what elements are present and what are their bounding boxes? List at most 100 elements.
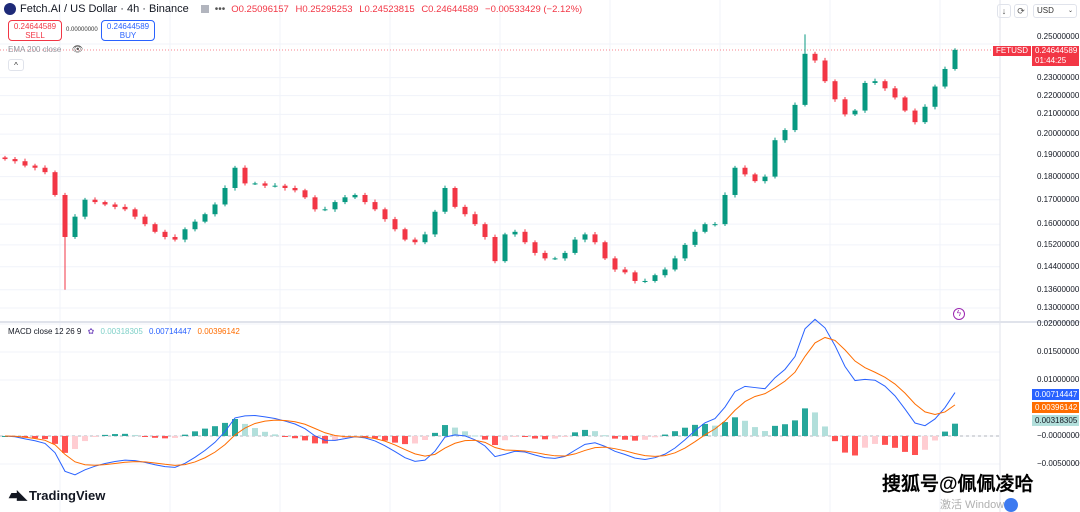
- macd-histogram-bar: [872, 436, 878, 444]
- price-axis-label: 0.14400000: [1037, 261, 1080, 271]
- macd-histogram-bar: [852, 436, 858, 456]
- macd-histogram-bar: [102, 434, 108, 436]
- macd-settings-icon[interactable]: ✿: [87, 327, 95, 336]
- macd-histogram-bar: [652, 436, 658, 438]
- price-axis-label: 0.19000000: [1037, 149, 1080, 159]
- macd-histogram-bar: [132, 434, 138, 436]
- price-axis-label: 0.23000000: [1037, 72, 1080, 82]
- macd-histogram-bar: [372, 436, 378, 439]
- candle-body: [622, 269, 628, 273]
- candle-body: [192, 221, 198, 230]
- macd-histogram-bar: [332, 436, 338, 441]
- candle-body: [792, 104, 798, 131]
- spread-value: 0.00000000: [66, 27, 98, 33]
- macd-hist-value: 0.00318305: [100, 327, 143, 336]
- candle-body: [122, 206, 128, 210]
- candle-body: [262, 183, 268, 186]
- macd-histogram-bar: [822, 426, 828, 436]
- macd-histogram-bar: [312, 436, 318, 444]
- macd-axis-label: 0.02000000: [1037, 319, 1080, 328]
- candle-body: [722, 194, 728, 225]
- candle-body: [182, 229, 188, 240]
- candle-body: [782, 130, 788, 141]
- candle-body: [512, 231, 518, 235]
- eye-icon[interactable]: 👁: [72, 44, 84, 54]
- macd-histogram-bar: [162, 436, 168, 439]
- collapse-legend-button[interactable]: ^: [8, 59, 24, 71]
- candle-body: [612, 258, 618, 270]
- candle-body: [652, 275, 658, 281]
- symbol-legend: Fetch.AI / US Dollar · 4h · Binance ••• …: [4, 3, 586, 15]
- candle-body: [772, 140, 778, 177]
- macd-histogram-bar: [462, 431, 468, 436]
- candle-body: [702, 224, 708, 232]
- currency-select[interactable]: USD ⌄: [1033, 4, 1077, 18]
- candle-body: [402, 229, 408, 240]
- more-icon[interactable]: •••: [214, 3, 226, 15]
- candle-body: [52, 172, 58, 195]
- candle-body: [632, 272, 638, 281]
- watermark: 搜狐号@佩佩凌哈: [882, 474, 1034, 495]
- macd-histogram-bar: [832, 436, 838, 442]
- refresh-icon[interactable]: ⟳: [1014, 4, 1028, 18]
- download-icon[interactable]: ↓: [997, 4, 1011, 18]
- macd-histogram-bar: [282, 436, 288, 437]
- ema-legend[interactable]: EMA 200 close: [8, 45, 62, 54]
- sell-label: SELL: [25, 31, 45, 40]
- price-axis-label: 0.17000000: [1037, 194, 1080, 204]
- macd-histogram-bar: [452, 427, 458, 436]
- candle-body: [472, 214, 478, 225]
- macd-histogram-bar: [442, 425, 448, 436]
- candle-body: [952, 49, 958, 69]
- buy-button[interactable]: 0.24644589 BUY: [101, 20, 155, 41]
- candle-body: [842, 99, 848, 115]
- candle-body: [12, 159, 18, 162]
- macd-histogram-bar: [202, 428, 208, 436]
- candle-body: [452, 187, 458, 207]
- flag-icon[interactable]: [200, 5, 209, 13]
- macd-histogram-bar: [182, 434, 188, 436]
- macd-histogram-bar: [142, 436, 148, 437]
- candle-body: [592, 234, 598, 243]
- tradingview-logo[interactable]: ▰◣ TradingView: [9, 487, 105, 503]
- macd-histogram-bar: [582, 429, 588, 436]
- open-value: O0.25096157: [231, 3, 289, 15]
- macd-histogram-bar: [502, 436, 508, 441]
- price-axis-label: 0.22000000: [1037, 90, 1080, 100]
- macd-histogram-bar: [912, 436, 918, 456]
- macd-histogram-bar: [622, 436, 628, 440]
- macd-histogram-bar: [882, 436, 888, 445]
- candle-body: [442, 187, 448, 212]
- symbol-title[interactable]: Fetch.AI / US Dollar · 4h · Binance: [20, 3, 189, 15]
- macd-histogram-bar: [172, 436, 178, 438]
- macd-histogram-bar: [702, 423, 708, 436]
- candle-body: [692, 231, 698, 245]
- lightning-icon[interactable]: ϟ: [953, 308, 965, 320]
- candle-body: [212, 204, 218, 215]
- sell-button[interactable]: 0.24644589 SELL: [8, 20, 62, 41]
- macd-histogram-bar: [612, 436, 618, 439]
- macd-histogram-bar: [402, 436, 408, 445]
- macd-histogram-bar: [952, 423, 958, 436]
- macd-histogram-bar: [252, 428, 258, 436]
- macd-histogram-bar: [842, 436, 848, 453]
- candle-body: [872, 81, 878, 83]
- macd-histogram-bar: [602, 435, 608, 437]
- high-value: H0.25295253: [295, 3, 353, 15]
- candle-body: [392, 219, 398, 230]
- macd-histogram-bar: [492, 436, 498, 446]
- signal-line-tag: 0.00396142: [1032, 402, 1079, 413]
- close-value: C0.24644589: [421, 3, 479, 15]
- macd-histogram-bar: [32, 436, 38, 439]
- candle-body: [672, 258, 678, 270]
- macd-legend[interactable]: MACD close 12 26 9 ✿ 0.00318305 0.007144…: [8, 327, 244, 336]
- candle-body: [172, 236, 178, 240]
- macd-histogram-bar: [802, 408, 808, 436]
- candle-body: [202, 214, 208, 222]
- candle-body: [542, 252, 548, 259]
- price-axis-label: 0.21000000: [1037, 109, 1080, 119]
- fetch-logo-icon: [4, 3, 16, 15]
- candle-body: [332, 202, 338, 210]
- candle-body: [372, 202, 378, 210]
